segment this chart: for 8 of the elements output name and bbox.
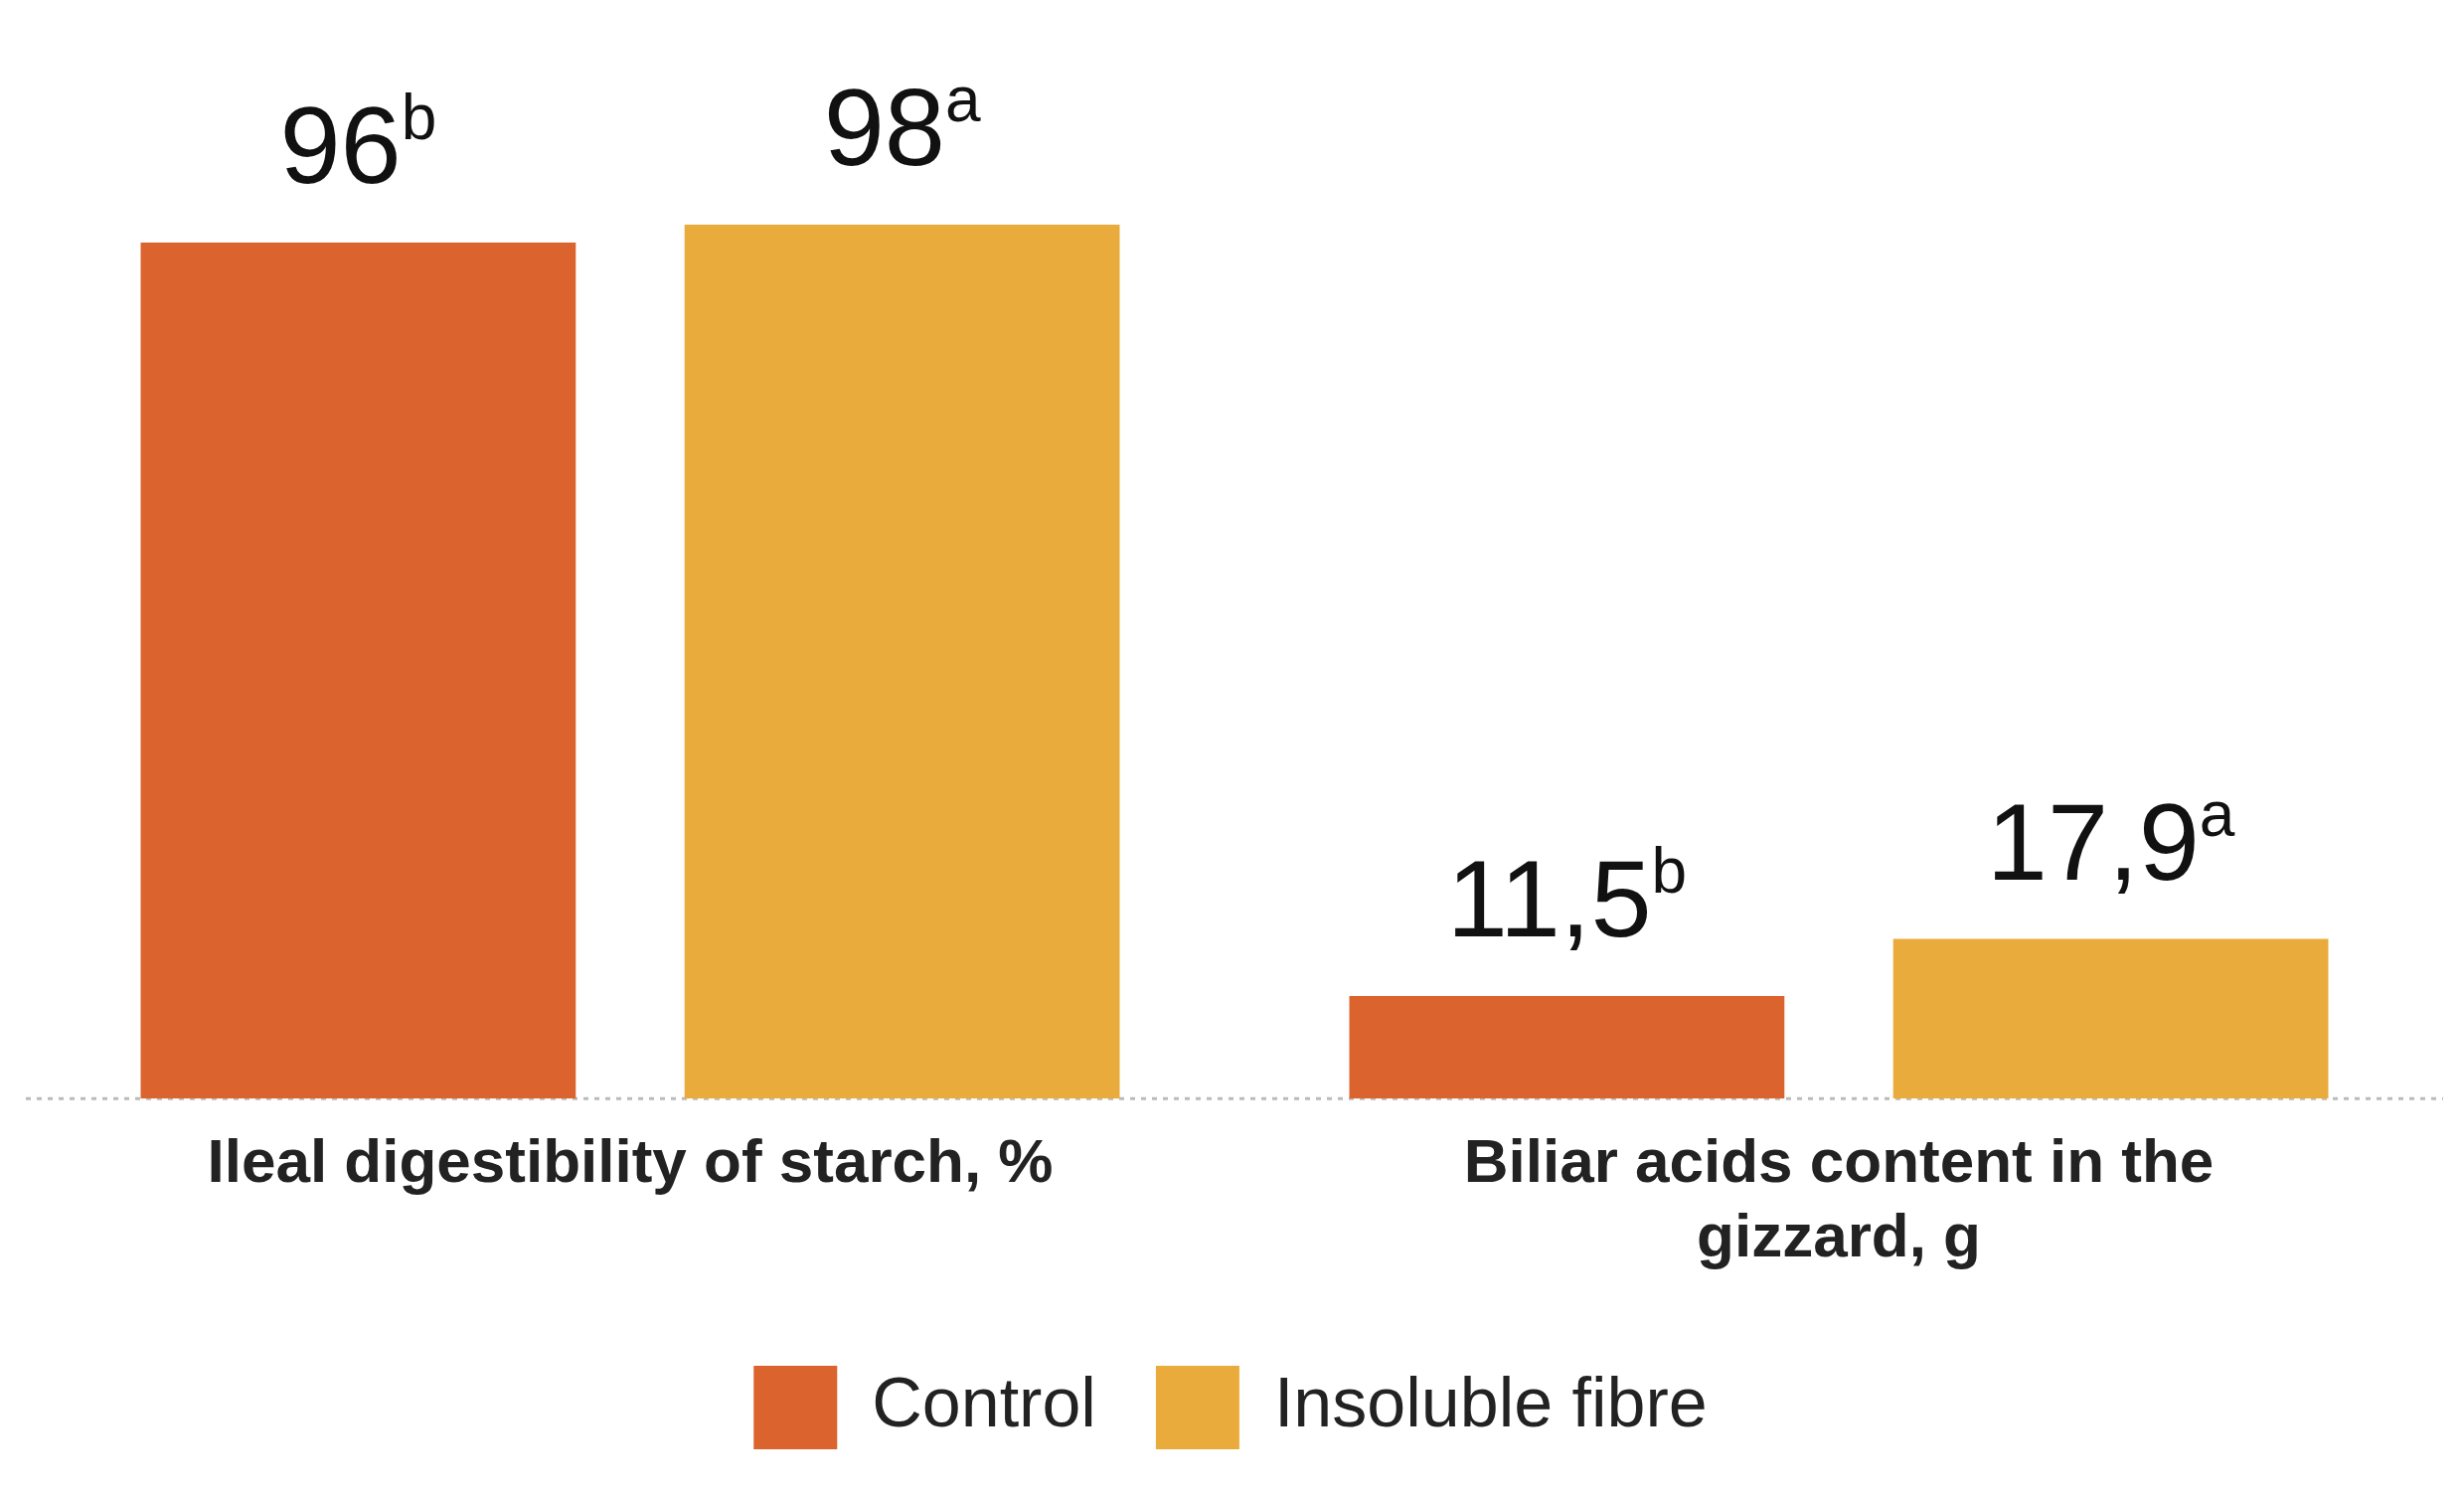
- legend-label: Control: [872, 1364, 1096, 1442]
- bar: [140, 242, 576, 1099]
- x-tick-label: Biliar acids content in the gizzard, g: [1463, 1126, 2215, 1269]
- bar: [684, 224, 1120, 1099]
- x-tick-label: Ileal digestibility of starch, %: [207, 1126, 1054, 1196]
- bar: [1892, 938, 2329, 1099]
- bar: [1349, 996, 1785, 1099]
- legend-label: Insoluble fibre: [1273, 1364, 1708, 1442]
